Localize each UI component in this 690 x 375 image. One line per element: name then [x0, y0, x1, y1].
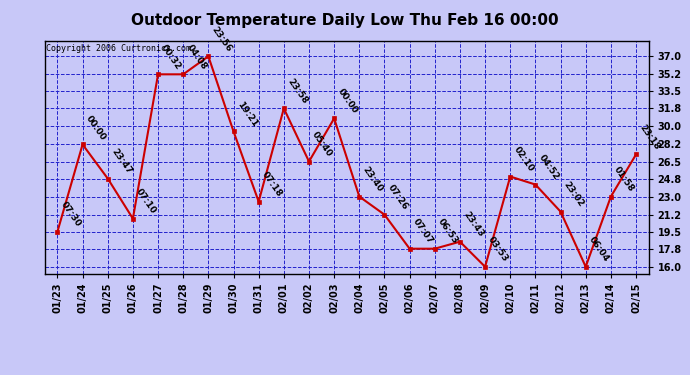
Text: 05:40: 05:40	[310, 130, 334, 159]
Text: 07:10: 07:10	[135, 188, 158, 216]
Text: 04:52: 04:52	[537, 153, 560, 182]
Text: 00:00: 00:00	[335, 87, 359, 116]
Text: 07:26: 07:26	[386, 183, 410, 212]
Text: 23:56: 23:56	[210, 25, 233, 54]
Text: 23:43: 23:43	[462, 210, 485, 239]
Text: Outdoor Temperature Daily Low Thu Feb 16 00:00: Outdoor Temperature Daily Low Thu Feb 16…	[131, 13, 559, 28]
Text: 23:18: 23:18	[638, 123, 661, 152]
Text: 04:08: 04:08	[185, 43, 208, 72]
Text: 02:10: 02:10	[511, 146, 535, 174]
Text: 07:30: 07:30	[59, 200, 83, 229]
Text: 00:00: 00:00	[84, 114, 108, 142]
Text: 23:47: 23:47	[109, 147, 133, 176]
Text: 01:58: 01:58	[612, 165, 636, 194]
Text: Copyright 2006 Curtronics.com: Copyright 2006 Curtronics.com	[46, 44, 191, 52]
Text: 23:02: 23:02	[562, 180, 586, 209]
Text: 03:53: 03:53	[486, 236, 510, 264]
Text: 06:53: 06:53	[436, 217, 460, 246]
Text: 19:21: 19:21	[235, 100, 259, 129]
Text: 00:32: 00:32	[159, 43, 183, 72]
Text: 06:04: 06:04	[587, 236, 611, 264]
Text: 07:18: 07:18	[260, 170, 284, 199]
Text: 23:58: 23:58	[285, 77, 309, 106]
Text: 07:07: 07:07	[411, 217, 435, 246]
Text: 23:40: 23:40	[361, 165, 384, 194]
